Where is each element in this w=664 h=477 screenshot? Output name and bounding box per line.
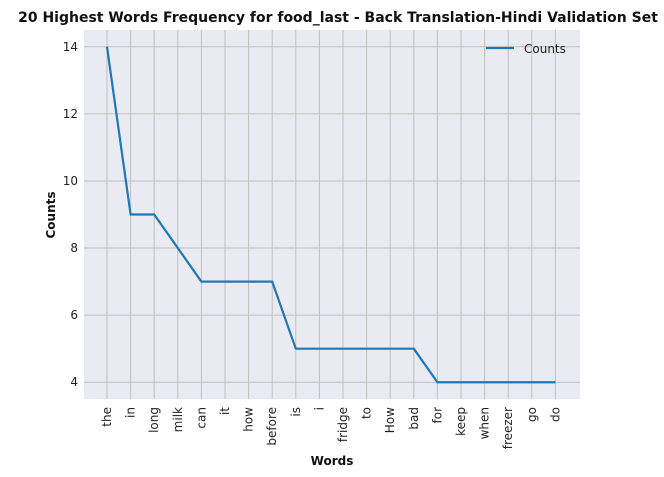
y-tick-label: 12 bbox=[63, 107, 78, 121]
x-tick-label: before bbox=[265, 407, 279, 446]
x-tick-label: how bbox=[242, 407, 256, 432]
x-tick-label: keep bbox=[454, 407, 468, 436]
y-tick-label: 4 bbox=[70, 375, 78, 389]
y-axis-label: Counts bbox=[44, 191, 58, 238]
x-tick-label: How bbox=[383, 407, 397, 433]
y-tick-label: 10 bbox=[63, 174, 78, 188]
x-tick-label: is bbox=[289, 407, 303, 417]
legend: Counts bbox=[486, 42, 566, 56]
x-tick-label: do bbox=[548, 407, 562, 422]
x-axis-label: Words bbox=[311, 454, 354, 468]
x-tick-label: can bbox=[194, 407, 208, 429]
x-tick-label: the bbox=[100, 407, 114, 427]
series-line-counts bbox=[105, 46, 556, 384]
x-axis-ticks: the in long milk can it how before is i fridge to Ho… bbox=[100, 407, 562, 450]
y-tick-label: 6 bbox=[70, 308, 78, 322]
x-tick-label: for bbox=[430, 407, 444, 424]
y-tick-label: 14 bbox=[63, 40, 78, 54]
x-tick-label: in bbox=[124, 407, 138, 418]
x-tick-label: it bbox=[218, 407, 232, 415]
plot-area bbox=[84, 30, 580, 399]
y-axis-ticks: 4 6 8 10 12 14 bbox=[63, 40, 78, 389]
chart-title: 20 Highest Words Frequency for food_last… bbox=[18, 10, 658, 26]
x-tick-label: go bbox=[525, 407, 539, 422]
y-tick-label: 8 bbox=[70, 241, 78, 255]
x-tick-label: milk bbox=[171, 407, 185, 432]
x-tick-label: bad bbox=[407, 407, 421, 430]
x-tick-label: to bbox=[360, 407, 374, 419]
x-tick-label: i bbox=[312, 407, 326, 410]
x-tick-label: long bbox=[147, 407, 161, 433]
x-tick-label: fridge bbox=[336, 407, 350, 442]
grid-lines bbox=[84, 30, 580, 399]
x-tick-label: freezer bbox=[501, 407, 515, 449]
x-tick-label: when bbox=[478, 407, 492, 439]
legend-label: Counts bbox=[524, 42, 566, 56]
